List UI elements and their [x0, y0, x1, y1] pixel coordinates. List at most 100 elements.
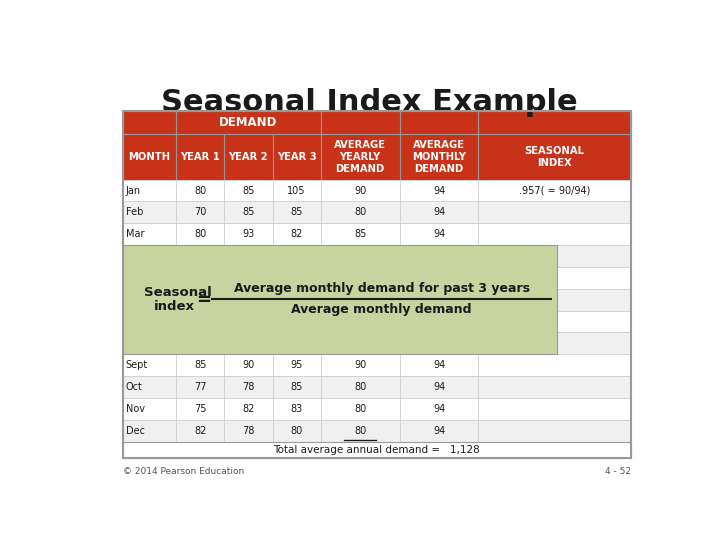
Bar [478, 201, 631, 224]
Bar [321, 111, 400, 134]
Text: AVERAGE
YEARLY
DEMAND: AVERAGE YEARLY DEMAND [334, 140, 386, 174]
Bar [122, 224, 176, 245]
Bar [224, 180, 273, 201]
Bar [478, 354, 631, 376]
Bar [176, 201, 224, 224]
Text: 82: 82 [290, 230, 303, 239]
Text: 78: 78 [242, 382, 255, 392]
Bar [224, 201, 273, 224]
Bar [321, 289, 400, 310]
Text: 94: 94 [433, 360, 445, 370]
Bar [273, 354, 321, 376]
Bar [321, 333, 400, 354]
Text: 94: 94 [433, 186, 445, 195]
Bar [478, 180, 631, 201]
Text: June: June [126, 295, 147, 305]
Text: 90: 90 [354, 360, 366, 370]
Text: 95: 95 [290, 360, 303, 370]
Bar [400, 398, 478, 420]
Text: 85: 85 [194, 360, 206, 370]
Bar [224, 420, 273, 442]
Bar [176, 310, 224, 333]
Bar [478, 398, 631, 420]
Text: 78: 78 [242, 426, 255, 436]
Bar [122, 442, 631, 457]
Text: index: index [153, 300, 194, 313]
Bar [321, 354, 400, 376]
Bar [400, 201, 478, 224]
Bar [478, 376, 631, 398]
Text: 82: 82 [242, 404, 255, 414]
Text: 93: 93 [242, 230, 254, 239]
Bar [122, 310, 176, 333]
Text: 85: 85 [290, 382, 303, 392]
Text: July: July [126, 316, 143, 327]
Bar [321, 224, 400, 245]
Bar [122, 376, 176, 398]
Text: Average monthly demand for past 3 years: Average monthly demand for past 3 years [234, 282, 530, 295]
Bar [224, 398, 273, 420]
Bar [400, 245, 478, 267]
Bar [478, 245, 631, 267]
Bar [478, 134, 631, 180]
Text: 80: 80 [354, 207, 366, 218]
Bar [321, 180, 400, 201]
Bar [273, 289, 321, 310]
Bar [176, 354, 224, 376]
Text: May: May [126, 273, 146, 283]
Bar [400, 111, 478, 134]
Bar [176, 267, 224, 289]
Bar [176, 224, 224, 245]
Text: Mar: Mar [126, 230, 144, 239]
Text: 100: 100 [351, 251, 369, 261]
Bar [400, 310, 478, 333]
Bar [321, 310, 400, 333]
Bar [273, 201, 321, 224]
Text: 75: 75 [194, 404, 207, 414]
Bar [122, 245, 176, 267]
Bar [176, 289, 224, 310]
Bar [478, 310, 631, 333]
Text: Nov: Nov [126, 404, 145, 414]
Bar [224, 333, 273, 354]
Bar [273, 245, 321, 267]
Text: YEAR 3: YEAR 3 [277, 152, 317, 162]
Bar [400, 376, 478, 398]
Bar [176, 245, 224, 267]
Bar [122, 267, 176, 289]
Bar [321, 134, 400, 180]
Bar [321, 398, 400, 420]
Bar [122, 333, 176, 354]
Bar [400, 354, 478, 376]
Bar [224, 245, 273, 267]
Text: 90: 90 [194, 251, 206, 261]
Bar [122, 111, 176, 134]
Bar [122, 420, 176, 442]
Bar [176, 376, 224, 398]
Text: SEASONAL
INDEX: SEASONAL INDEX [525, 146, 585, 168]
Bar [273, 134, 321, 180]
Bar [400, 134, 478, 180]
Text: .957( = 90/94): .957( = 90/94) [519, 186, 590, 195]
Text: 94: 94 [433, 230, 445, 239]
Text: Feb: Feb [126, 207, 143, 218]
Text: 105: 105 [287, 186, 306, 195]
Bar [321, 245, 400, 267]
Text: =: = [196, 291, 211, 309]
Text: © 2014 Pearson Education: © 2014 Pearson Education [122, 467, 244, 476]
Text: Sept: Sept [126, 360, 148, 370]
Bar [122, 398, 176, 420]
Text: 83: 83 [291, 404, 303, 414]
Bar [176, 111, 321, 134]
Bar [273, 333, 321, 354]
Bar [224, 289, 273, 310]
Text: 80: 80 [291, 426, 303, 436]
Bar [176, 333, 224, 354]
Text: 94: 94 [433, 426, 445, 436]
Bar [400, 267, 478, 289]
Bar [321, 267, 400, 289]
Bar [478, 333, 631, 354]
Text: 85: 85 [290, 207, 303, 218]
Bar [400, 420, 478, 442]
Text: 94: 94 [433, 251, 445, 261]
